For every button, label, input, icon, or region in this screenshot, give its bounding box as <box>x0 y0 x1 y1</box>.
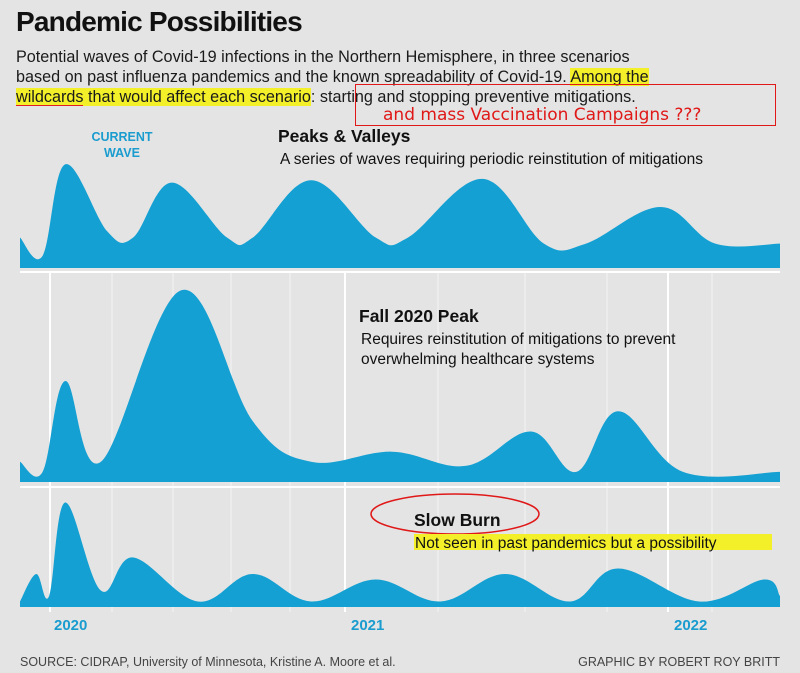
year-grid <box>20 271 780 612</box>
panel-2-subtitle-line-1: Requires reinstitution of mitigations to… <box>361 331 676 348</box>
panel-3-subtitle: Not seen in past pandemics but a possibi… <box>415 535 717 552</box>
subtitle-line-1: Potential waves of Covid-19 infections i… <box>16 48 630 66</box>
chart-subtitle: Potential waves of Covid-19 infections i… <box>16 47 776 107</box>
subtitle-line-3-text: : starting and stopping preventive mitig… <box>310 88 636 106</box>
annotation-note: and mass Vaccination Campaigns ??? <box>383 105 702 125</box>
x-tick-label-2021: 2021 <box>351 617 384 634</box>
chart-labels: CURRENT WAVE Peaks & Valleys A series of… <box>91 126 772 552</box>
annotation-box <box>355 84 776 126</box>
subtitle-underlined-wildcards: wildcards <box>16 88 84 106</box>
x-axis-ticks: 2020 2021 2022 <box>54 617 707 634</box>
footer-source: SOURCE: CIDRAP, University of Minnesota,… <box>20 655 396 669</box>
current-wave-label-line-1: CURRENT <box>91 130 152 144</box>
subtitle-highlight-1: Among the <box>570 68 649 86</box>
panel-1-title: Peaks & Valleys <box>278 126 411 146</box>
subtitle-line-2: based on past influenza pandemics and th… <box>16 67 776 87</box>
panel-3-subtitle-highlight <box>414 534 772 550</box>
wave-area-3 <box>20 502 780 607</box>
current-wave-label-line-2: WAVE <box>104 146 140 160</box>
subtitle-highlight-2: that would affect each scenario <box>83 88 311 106</box>
chart-panels <box>20 164 780 607</box>
footer-credit: GRAPHIC BY ROBERT ROY BRITT <box>578 655 780 669</box>
panel-2-subtitle-line-2: overwhelming healthcare systems <box>361 351 595 368</box>
panel-3-title: Slow Burn <box>414 510 501 530</box>
wave-area-2 <box>20 289 780 482</box>
subtitle-line-2-text: based on past influenza pandemics and th… <box>16 68 571 86</box>
panel-1-subtitle: A series of waves requiring periodic rei… <box>280 151 703 168</box>
subtitle-line-3: wildcards that would affect each scenari… <box>16 87 776 107</box>
x-tick-label-2022: 2022 <box>674 617 707 634</box>
wave-area-1 <box>20 164 780 268</box>
x-tick-label-2020: 2020 <box>54 617 87 634</box>
chart-title: Pandemic Possibilities <box>16 6 303 37</box>
panel-2-title: Fall 2020 Peak <box>359 306 479 326</box>
